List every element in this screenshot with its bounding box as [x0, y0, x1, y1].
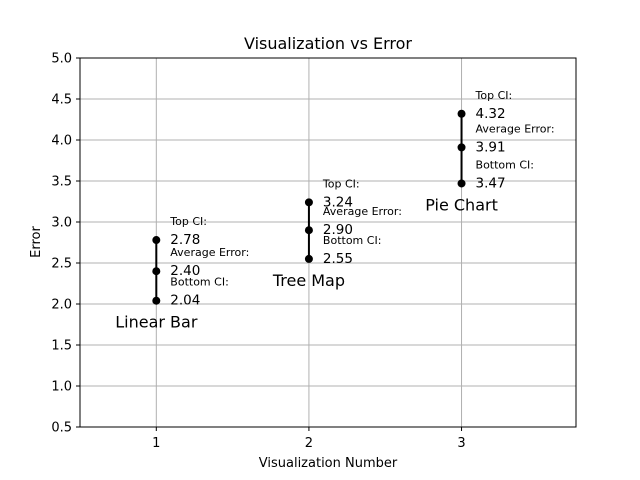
average-value-label: 3.91 — [476, 139, 506, 155]
top-value-label: 3.24 — [323, 194, 353, 210]
point-name-label: Tree Map — [272, 271, 345, 290]
y-tick-label: 3.5 — [51, 175, 72, 190]
y-tick-label: 2.5 — [51, 257, 72, 272]
top-caption: Top CI: — [475, 89, 513, 102]
bottom-ci-point — [457, 179, 466, 188]
top-ci-point — [304, 198, 313, 207]
top-value-label: 4.32 — [476, 106, 506, 122]
point-name-label: Pie Chart — [425, 195, 498, 214]
y-axis-label: Error — [29, 226, 44, 258]
average-point — [304, 226, 313, 235]
average-value-label: 2.40 — [170, 263, 200, 279]
x-tick-label: 3 — [457, 436, 465, 451]
ticks: 0.5 1.0 1.5 2.0 2.5 3.0 3.5 4.0 4.5 5.0 1 2 3 — [51, 52, 465, 452]
bottom-caption: Bottom CI: — [323, 234, 381, 247]
top-value-label: 2.78 — [170, 232, 200, 248]
y-tick-label: 5.0 — [51, 52, 72, 67]
bottom-value-label: 2.04 — [170, 293, 200, 309]
top-ci-point — [457, 109, 466, 118]
x-tick-label: 2 — [305, 436, 313, 451]
point-name-label: Linear Bar — [115, 313, 198, 332]
average-point — [152, 267, 161, 276]
chart-title: Visualization vs Error — [244, 34, 412, 53]
top-caption: Top CI: — [322, 177, 360, 190]
y-tick-label: 3.0 — [51, 216, 72, 231]
y-tick-label: 1.5 — [51, 339, 72, 354]
bottom-ci-point — [152, 296, 161, 305]
y-tick-label: 4.0 — [51, 134, 72, 149]
y-tick-label: 4.5 — [51, 93, 72, 108]
bottom-value-label: 2.55 — [323, 251, 353, 267]
plot-frame — [79, 57, 577, 428]
average-caption: Average Error: — [476, 122, 555, 135]
average-caption: Average Error: — [323, 205, 402, 218]
bottom-value-label: 3.47 — [476, 175, 506, 191]
bottom-ci-point — [304, 254, 313, 263]
bottom-caption: Bottom CI: — [476, 158, 534, 171]
average-point — [457, 143, 466, 152]
y-tick-label: 2.0 — [51, 298, 72, 313]
top-ci-point — [152, 236, 161, 245]
x-tick-label: 1 — [152, 436, 160, 451]
top-caption: Top CI: — [169, 215, 207, 228]
y-tick-label: 0.5 — [51, 421, 72, 436]
x-axis-label: Visualization Number — [259, 456, 398, 471]
y-tick-label: 1.0 — [51, 380, 72, 395]
average-value-label: 2.90 — [323, 222, 353, 238]
bottom-caption: Bottom CI: — [170, 276, 228, 289]
average-caption: Average Error: — [170, 246, 249, 259]
